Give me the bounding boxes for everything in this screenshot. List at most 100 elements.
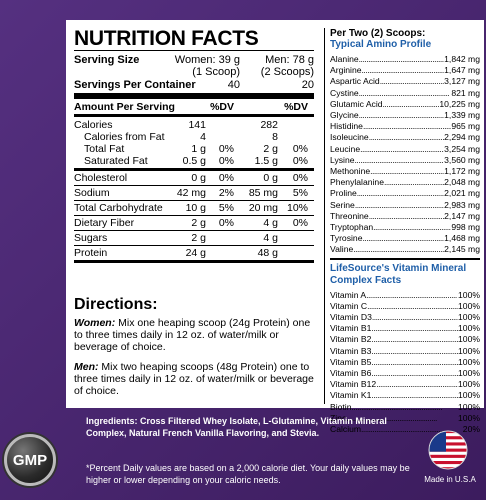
vitamin-row-value: 100% <box>458 323 480 334</box>
vitamin-row-name: Vitamin B1 <box>330 323 372 334</box>
women-dv <box>206 247 234 259</box>
vitamin-row: Biotin 100% <box>330 402 480 413</box>
vitamin-row: Vitamin K1 100% <box>330 390 480 401</box>
nutrient-row: Sugars 2 g 4 g <box>74 232 314 244</box>
amino-row-name: Arginine <box>330 65 362 76</box>
amino-row: Valine 2,145 mg <box>330 244 480 255</box>
divider <box>74 230 314 231</box>
amino-row-value: 1,172 mg <box>444 166 480 177</box>
vitamin-row-value: 100% <box>458 345 480 356</box>
dot-leader <box>357 188 444 199</box>
vitamin-row-name: Biotin <box>330 401 352 412</box>
dot-leader <box>367 301 458 312</box>
directions: Directions: Women: Mix one heaping scoop… <box>74 296 314 405</box>
amino-row-value: 2,021 mg <box>444 188 480 199</box>
amino-row-name: Tryptophan <box>330 222 374 233</box>
women-amount: 0 g <box>191 172 206 184</box>
men-amount: 85 mg <box>248 187 278 199</box>
amino-row-name: Glutamic Acid <box>330 98 383 109</box>
women-amount: 141 <box>188 119 206 131</box>
women-dv <box>206 119 234 131</box>
nutrient-label: Total Fat <box>84 143 125 155</box>
servings-label: Servings Per Container <box>74 79 196 91</box>
vitamin-row-name: Vitamin B2 <box>330 334 372 345</box>
women-amount: 4 <box>200 131 206 143</box>
amino-row-name: Leucine <box>330 143 361 154</box>
amino-row-name: Cystine <box>330 87 359 98</box>
spacer <box>234 101 278 113</box>
dot-leader <box>371 357 458 368</box>
gmp-badge-icon: GMP <box>4 434 56 486</box>
amino-row: Glycine 1,339 mg <box>330 110 480 121</box>
men-scoop: (2 Scoops) <box>260 66 314 78</box>
women-scoop: (1 Scoop) <box>192 66 240 78</box>
amino-row: Isoleucine 2,294 mg <box>330 132 480 143</box>
nutrient-label: Calories <box>74 119 113 131</box>
women-amount: 42 mg <box>176 187 206 199</box>
dot-leader <box>373 222 451 233</box>
nutrient-label: Calories from Fat <box>84 131 165 143</box>
women-dv: 0% <box>218 143 234 155</box>
women-amount: 0.5 g <box>182 155 206 167</box>
amino-row: Threonine 2,147 mg <box>330 211 480 222</box>
nutrient-row: Total Carbohydrate 10 g 5% 20 mg 10% <box>74 202 314 214</box>
men-amount: 20 mg <box>248 202 278 214</box>
amino-title: Typical Amino Profile <box>330 39 432 50</box>
vitamin-row: Vitamin B6 100% <box>330 368 480 379</box>
amino-row-value: 965 mg <box>451 121 480 132</box>
nutrient-label: Protein <box>74 247 108 259</box>
amino-row: Proline 2,021 mg <box>330 188 480 199</box>
amino-row: Alanine 1,842 mg <box>330 54 480 65</box>
nutrient-label: Cholesterol <box>74 172 128 184</box>
amino-row-value: 821 mg <box>451 87 480 98</box>
vitamin-row-name: Zinc <box>330 412 347 423</box>
women-dv: 0% <box>218 155 234 167</box>
vitamin-row: Vitamin B2 100% <box>330 334 480 345</box>
women-amount: 1 g <box>191 143 206 155</box>
vitamin-row: Vitamin B5 100% <box>330 357 480 368</box>
vitamin-row-name: Vitamin K1 <box>330 390 372 401</box>
nutrient-row: Cholesterol 0 g 0% 0 g 0% <box>74 172 314 184</box>
spacer <box>74 66 166 78</box>
nutrition-title: NUTRITION FACTS <box>74 27 259 50</box>
directions-title: Directions: <box>74 296 158 313</box>
nutrient-row: Protein 24 g 48 g <box>74 247 314 259</box>
nutrient-row: Total Fat 1 g 0% 2 g 0% <box>74 143 314 155</box>
men-amount: 2 g <box>263 143 278 155</box>
men-amount: 0 g <box>263 172 278 184</box>
vitamin-row-value: 100% <box>458 289 480 300</box>
amino-row-name: Alanine <box>330 54 359 64</box>
amino-row: Tyrosine 1,468 mg <box>330 233 480 244</box>
amino-row-name: Lysine <box>330 154 355 165</box>
women-size: Women: 39 g <box>174 54 240 66</box>
amino-row-value: 1,339 mg <box>444 110 480 121</box>
amino-header: Per Two (2) Scoops: <box>330 28 426 39</box>
directions-men: Men: Mix two heaping scoops (48g Protein… <box>74 361 314 397</box>
amino-row-name: Proline <box>330 188 357 199</box>
dot-leader <box>359 88 452 99</box>
dot-leader <box>353 244 444 255</box>
dot-leader <box>376 379 458 390</box>
amino-row-name: Valine <box>330 244 354 255</box>
men-text: Mix two heaping scoops (48g Protein) one… <box>74 361 314 397</box>
amino-row-value: 3,560 mg <box>444 154 480 165</box>
women-dv <box>206 131 234 143</box>
serving-size-row: Serving Size Women: 39 g Men: 78 g <box>74 54 314 66</box>
men-dv <box>278 119 308 131</box>
amino-row: Arginine 1,647 mg <box>330 65 480 76</box>
dot-leader <box>352 402 459 413</box>
amino-row-value: 1,468 mg <box>444 233 480 244</box>
divider <box>74 260 314 263</box>
divider <box>74 245 314 246</box>
vitamin-row: Vitamin D3 100% <box>330 312 480 323</box>
amino-row-name: Aspartic Acid <box>330 76 380 87</box>
men-size: Men: 78 g <box>265 54 314 66</box>
vitamin-row-name: Calcium <box>330 424 362 435</box>
dot-leader <box>372 312 458 323</box>
divider <box>74 168 314 171</box>
amino-list: Alanine1,842 mgArginine1,647 mgAspartic … <box>330 54 480 256</box>
dot-leader <box>380 76 444 87</box>
servings-row: Servings Per Container 40 20 <box>74 79 314 91</box>
disclaimer-text: *Percent Daily values are based on a 2,0… <box>86 463 410 485</box>
vitamin-row: Vitamin B12 100% <box>330 379 480 390</box>
